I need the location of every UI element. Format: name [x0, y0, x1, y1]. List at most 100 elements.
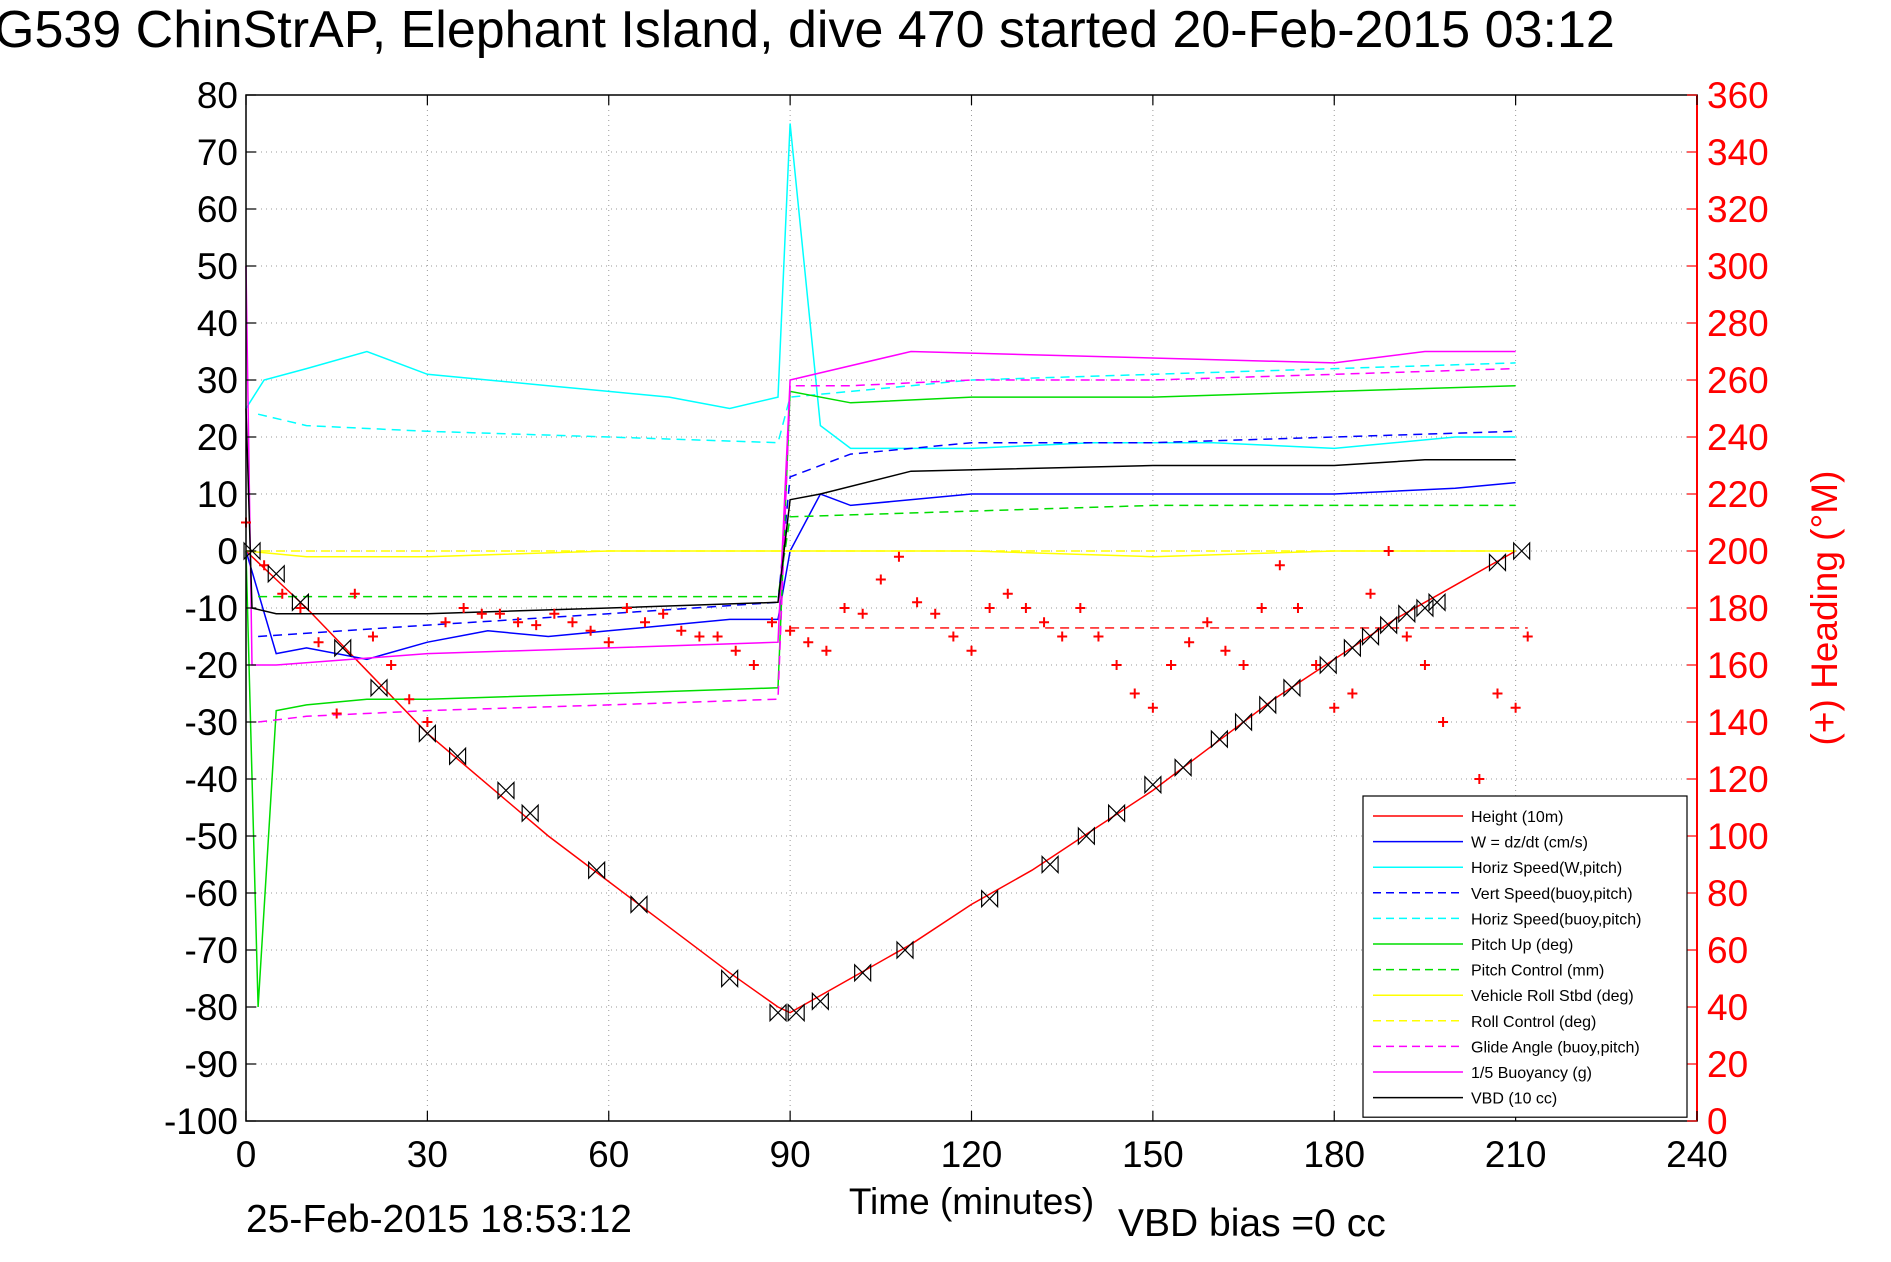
y-tick-label: 30	[197, 360, 238, 401]
heading-point	[658, 608, 669, 619]
x-tick-label: 60	[588, 1134, 629, 1175]
waypoint-marker	[291, 592, 310, 612]
heading-point	[1093, 631, 1104, 642]
legend-label: Pitch Up (deg)	[1471, 937, 1573, 954]
heading-point	[1311, 660, 1322, 670]
heading-point	[1401, 631, 1412, 642]
waypoint-marker	[896, 940, 914, 960]
y2-tick-label: 240	[1707, 417, 1769, 458]
y-tick-label: -90	[185, 1044, 238, 1085]
heading-point	[1220, 645, 1231, 656]
series-line	[245, 550, 1516, 1014]
heading-point	[1147, 702, 1158, 713]
waypoint-marker	[1319, 655, 1337, 675]
heading-point	[259, 560, 270, 571]
x-tick-label: 240	[1666, 1134, 1728, 1175]
heading-point	[567, 617, 578, 628]
x-axis-label: Time (minutes)	[849, 1181, 1094, 1222]
heading-point	[748, 660, 759, 670]
waypoint-marker	[787, 1003, 805, 1023]
y2-tick-label: 260	[1707, 360, 1769, 401]
waypoint-marker	[769, 1003, 787, 1023]
legend-label: Horiz Speed(buoy,pitch)	[1471, 911, 1641, 928]
waypoint-marker	[267, 564, 285, 584]
heading-point	[1419, 660, 1430, 670]
y-tick-label: -20	[185, 645, 238, 686]
waypoint-marker	[1144, 775, 1162, 795]
heading-point	[585, 625, 596, 636]
legend-label: 1/5 Buoyancy (g)	[1471, 1065, 1592, 1082]
heading-point	[494, 608, 505, 619]
y-tick-label: -60	[185, 873, 238, 914]
x-tick-label: 0	[236, 1134, 257, 1175]
heading-point	[640, 617, 651, 628]
series-line	[245, 123, 1516, 450]
y2-tick-label: 300	[1707, 246, 1769, 287]
heading-point	[712, 631, 723, 642]
heading-point	[839, 603, 850, 613]
x-tick-label: 150	[1122, 1134, 1184, 1175]
heading-point	[603, 637, 614, 648]
y2-tick-label: 320	[1707, 189, 1769, 230]
waypoint-marker	[981, 889, 999, 909]
y-tick-label: -100	[164, 1101, 238, 1142]
heading-point	[785, 625, 796, 636]
waypoint-marker	[1234, 712, 1253, 732]
heading-point	[1057, 631, 1068, 642]
waypoint-marker	[721, 969, 739, 988]
heading-point	[1184, 637, 1195, 648]
y-tick-label: 10	[197, 474, 238, 515]
waypoint-marker	[854, 963, 872, 983]
y2-tick-label: 80	[1707, 873, 1748, 914]
legend-label: Horiz Speed(W,pitch)	[1471, 860, 1622, 877]
heading-point	[621, 603, 632, 613]
y2-tick-label: 160	[1707, 645, 1769, 686]
heading-point	[476, 608, 487, 619]
y-tick-label: -40	[185, 759, 238, 800]
heading-point	[404, 694, 415, 705]
waypoint-marker	[497, 780, 515, 800]
legend-label: Glide Angle (buoy,pitch)	[1471, 1039, 1640, 1056]
x-tick-label: 120	[941, 1134, 1003, 1175]
vbd-bias-label: VBD bias =0 cc	[1118, 1202, 1386, 1245]
legend-label: W = dz/dt (cm/s)	[1471, 835, 1588, 852]
series-line	[258, 504, 1516, 598]
heading-point	[531, 620, 542, 631]
x-tick-label: 210	[1485, 1134, 1547, 1175]
heading-point	[766, 617, 777, 628]
timestamp-label: 25-Feb-2015 18:53:12	[246, 1198, 632, 1241]
heading-point	[386, 660, 397, 670]
heading-point	[513, 617, 524, 628]
heading-point	[875, 574, 886, 585]
heading-point	[1474, 774, 1485, 784]
heading-point	[1020, 603, 1031, 613]
y2-tick-label: 200	[1707, 531, 1769, 572]
series-line	[245, 481, 1516, 661]
waypoint-marker	[1513, 541, 1531, 561]
heading-point	[857, 608, 868, 619]
waypoint-marker	[1343, 638, 1361, 658]
heading-point	[277, 588, 288, 599]
y-tick-label: -50	[185, 816, 238, 857]
heading-point	[1256, 603, 1267, 613]
waypoint-marker	[1210, 729, 1228, 749]
heading-point	[331, 708, 342, 719]
waypoint-marker	[521, 803, 539, 823]
heading-point	[440, 617, 451, 628]
y2-tick-label: 0	[1707, 1101, 1728, 1142]
y2-tick-label: 20	[1707, 1044, 1748, 1085]
waypoint-marker	[1077, 826, 1095, 846]
y-tick-label: -70	[185, 930, 238, 971]
series-line	[245, 408, 1516, 615]
x-tick-label: 30	[407, 1134, 448, 1175]
waypoint-marker	[1488, 552, 1507, 572]
waypoint-marker	[1428, 592, 1446, 612]
waypoint-marker	[1398, 604, 1416, 624]
heading-point	[1111, 660, 1122, 670]
heading-point	[1039, 617, 1050, 628]
legend-box	[1362, 795, 1688, 1118]
waypoint-marker	[334, 638, 352, 658]
waypoint-marker	[1361, 627, 1380, 646]
series-line	[245, 550, 1516, 558]
heading-point	[1166, 660, 1177, 670]
